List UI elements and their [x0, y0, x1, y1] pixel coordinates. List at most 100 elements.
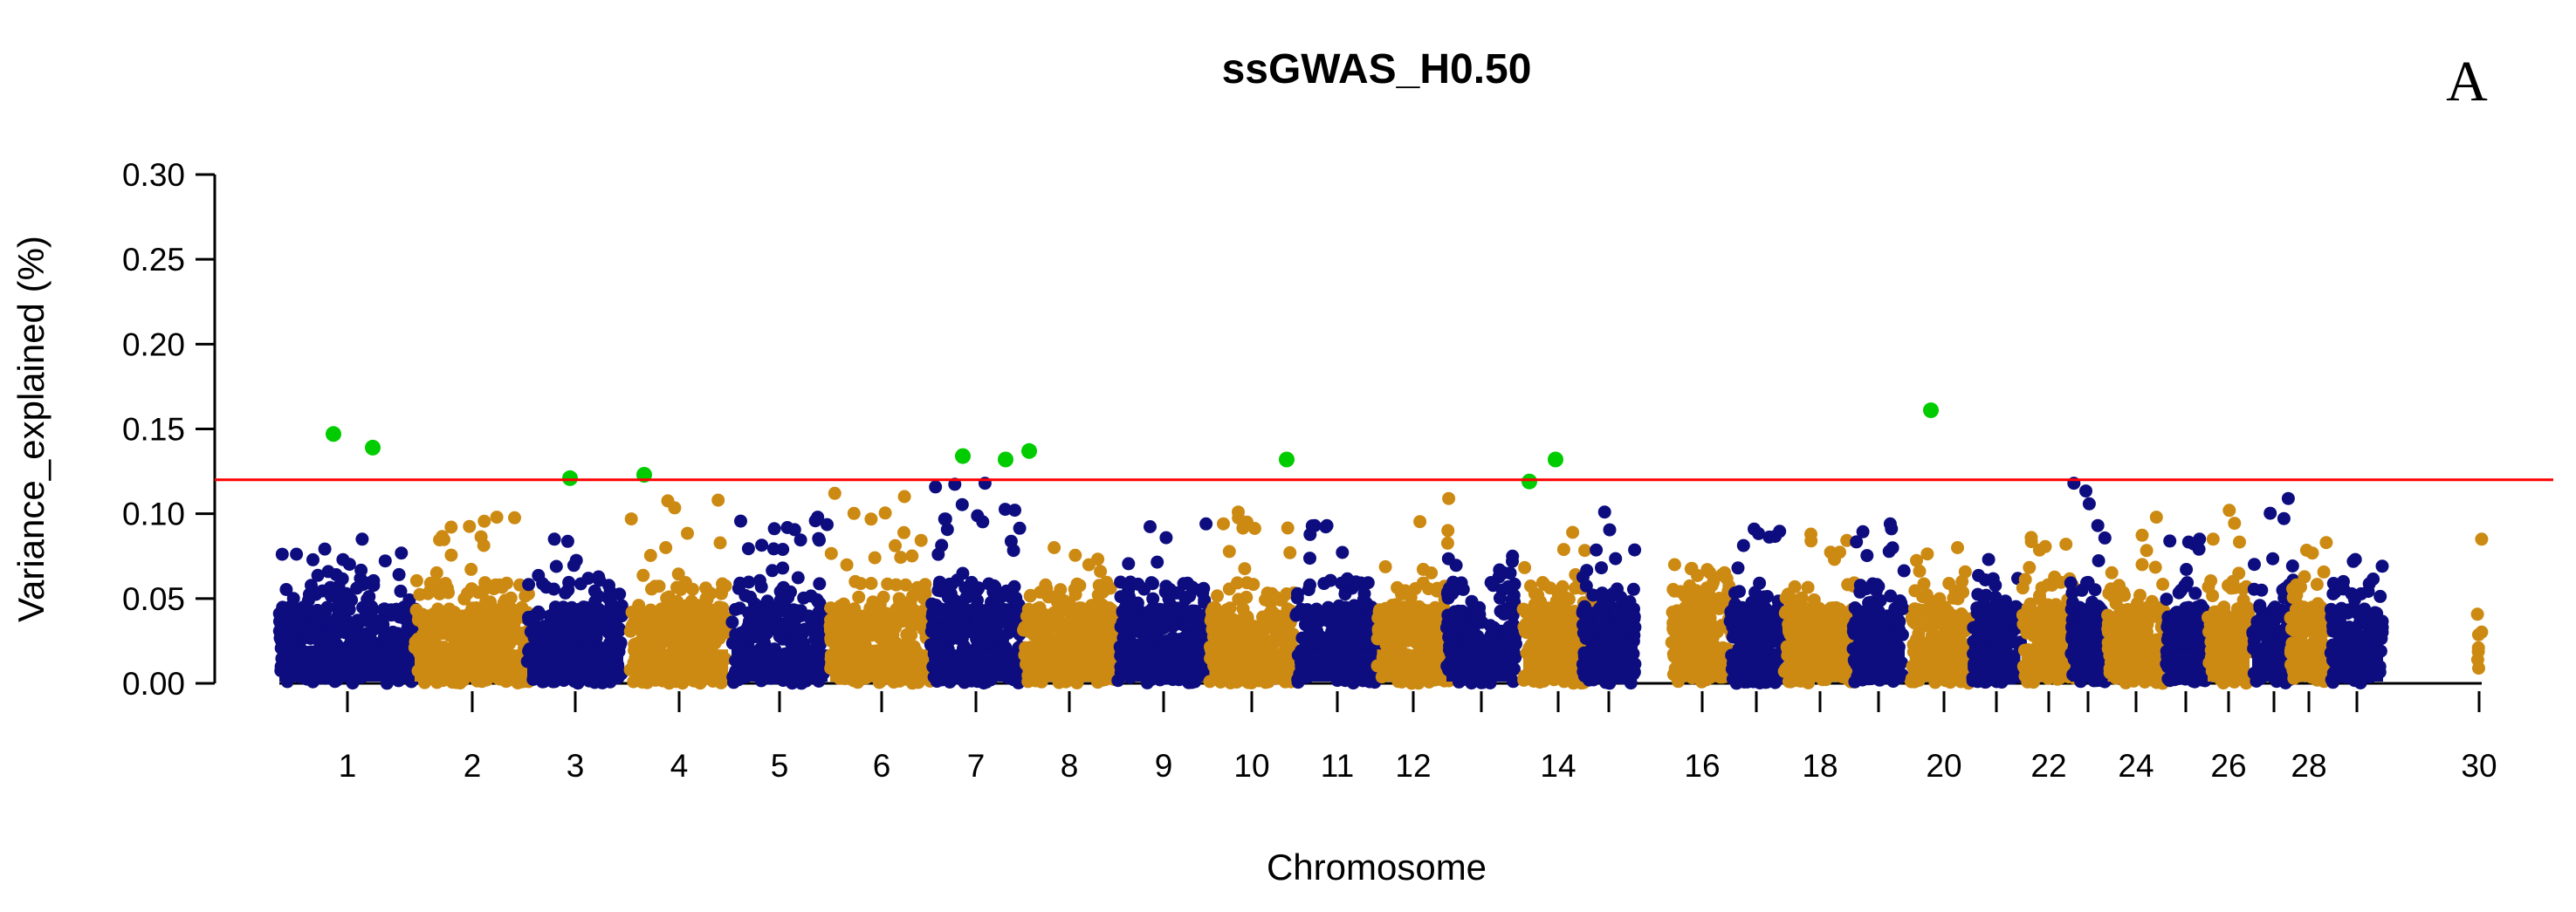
snp-point	[1028, 615, 1042, 629]
snp-point	[474, 530, 488, 544]
snp-point	[1265, 586, 1279, 600]
snp-point	[840, 558, 854, 572]
snp-point	[976, 515, 990, 529]
snp-point	[322, 633, 336, 647]
snp-point	[378, 554, 392, 568]
snp-point	[1665, 635, 1679, 649]
snp-point	[290, 547, 304, 561]
snp-point	[1606, 586, 1620, 600]
snp-point	[970, 613, 984, 627]
snp-point	[715, 585, 729, 598]
snp-point	[1159, 531, 1173, 545]
snp-density-band	[1377, 649, 1450, 682]
snp-point	[336, 552, 350, 566]
snp-point	[938, 512, 952, 526]
snp-point	[1378, 559, 1392, 573]
snp-point	[853, 612, 867, 626]
snp-point	[1518, 560, 1532, 574]
snp-density-band	[930, 649, 1022, 682]
x-tick-label: 8	[1061, 748, 1079, 784]
snp-point	[755, 538, 769, 552]
snp-point	[1303, 578, 1316, 592]
snp-point	[1700, 563, 1714, 577]
snp-point	[361, 593, 374, 607]
snp-point	[1092, 579, 1106, 593]
snp-point	[943, 577, 957, 591]
snp-point	[971, 626, 985, 640]
snp-point	[776, 561, 790, 575]
snp-point	[691, 635, 705, 649]
snp-point	[1886, 630, 1900, 643]
y-axis: 0.000.050.100.150.200.250.30	[122, 157, 216, 702]
snp-point	[734, 514, 747, 528]
snp-point	[1343, 620, 1357, 634]
snp-density-band	[1209, 649, 1295, 682]
snp-point	[395, 546, 409, 560]
y-tick-label: 0.20	[122, 326, 185, 362]
snp-point	[1505, 593, 1519, 607]
snp-point	[754, 579, 768, 593]
snp-point	[1327, 619, 1340, 633]
snp-point	[478, 576, 492, 590]
snp-point	[1833, 613, 1847, 627]
snp-point	[510, 626, 524, 640]
snp-point	[894, 551, 908, 565]
snp-point	[1728, 597, 1742, 611]
snp-point	[862, 621, 876, 634]
snp-point	[1377, 631, 1391, 645]
snp-point	[623, 624, 637, 638]
snp-point	[897, 490, 911, 504]
snp-point	[828, 486, 841, 500]
snp-point	[889, 538, 902, 552]
snp-point	[1618, 606, 1632, 620]
snp-point	[561, 620, 574, 634]
snp-point	[732, 601, 746, 615]
snp-point	[1860, 549, 1874, 563]
snp-point	[1773, 525, 1787, 538]
snp-point	[355, 532, 369, 546]
x-tick-label: 3	[567, 748, 585, 784]
snp-point	[766, 564, 780, 578]
snp-point	[305, 605, 319, 619]
snp-point	[725, 615, 739, 629]
snp-point	[416, 627, 430, 641]
snp-point	[741, 542, 755, 556]
snp-point	[602, 579, 615, 593]
snp-point	[275, 547, 289, 561]
snp-point	[981, 605, 995, 619]
snp-density-band	[1784, 649, 1856, 682]
snp-point	[1211, 589, 1224, 603]
snp-point	[482, 634, 496, 648]
snp-point	[1164, 605, 1178, 619]
snp-point	[581, 572, 595, 586]
x-tick-label: 24	[2118, 748, 2154, 784]
snp-point	[959, 590, 973, 604]
snp-point	[1595, 561, 1608, 575]
snp-point	[569, 553, 583, 567]
snp-point	[824, 546, 838, 560]
snp-point	[1788, 579, 1802, 593]
snp-point	[798, 622, 812, 636]
x-tick-label: 11	[1321, 748, 1354, 784]
snp-point	[793, 604, 807, 618]
snp-point	[1234, 613, 1248, 627]
snp-point	[508, 511, 521, 525]
snp-point	[334, 586, 348, 600]
snp-point	[1709, 598, 1723, 612]
snp-point	[890, 602, 903, 616]
snp-point	[852, 590, 866, 604]
snp-point	[848, 602, 862, 616]
snp-point	[999, 503, 1012, 517]
x-axis: 1 2 3 4 5 6 7 8 9 10 11 12 14 16 18 20 22 24 26 28 30	[279, 682, 2497, 784]
snp-point	[1543, 581, 1557, 595]
snp-point	[274, 613, 288, 627]
snp-point	[823, 619, 837, 633]
snp-point	[854, 577, 868, 591]
snp-point	[1283, 545, 1297, 559]
snp-point	[286, 615, 300, 629]
snp-point	[335, 572, 349, 586]
snp-point	[1685, 589, 1698, 603]
snp-point	[1507, 628, 1521, 642]
snp-point	[1626, 582, 1640, 596]
snp-point	[1247, 620, 1261, 634]
